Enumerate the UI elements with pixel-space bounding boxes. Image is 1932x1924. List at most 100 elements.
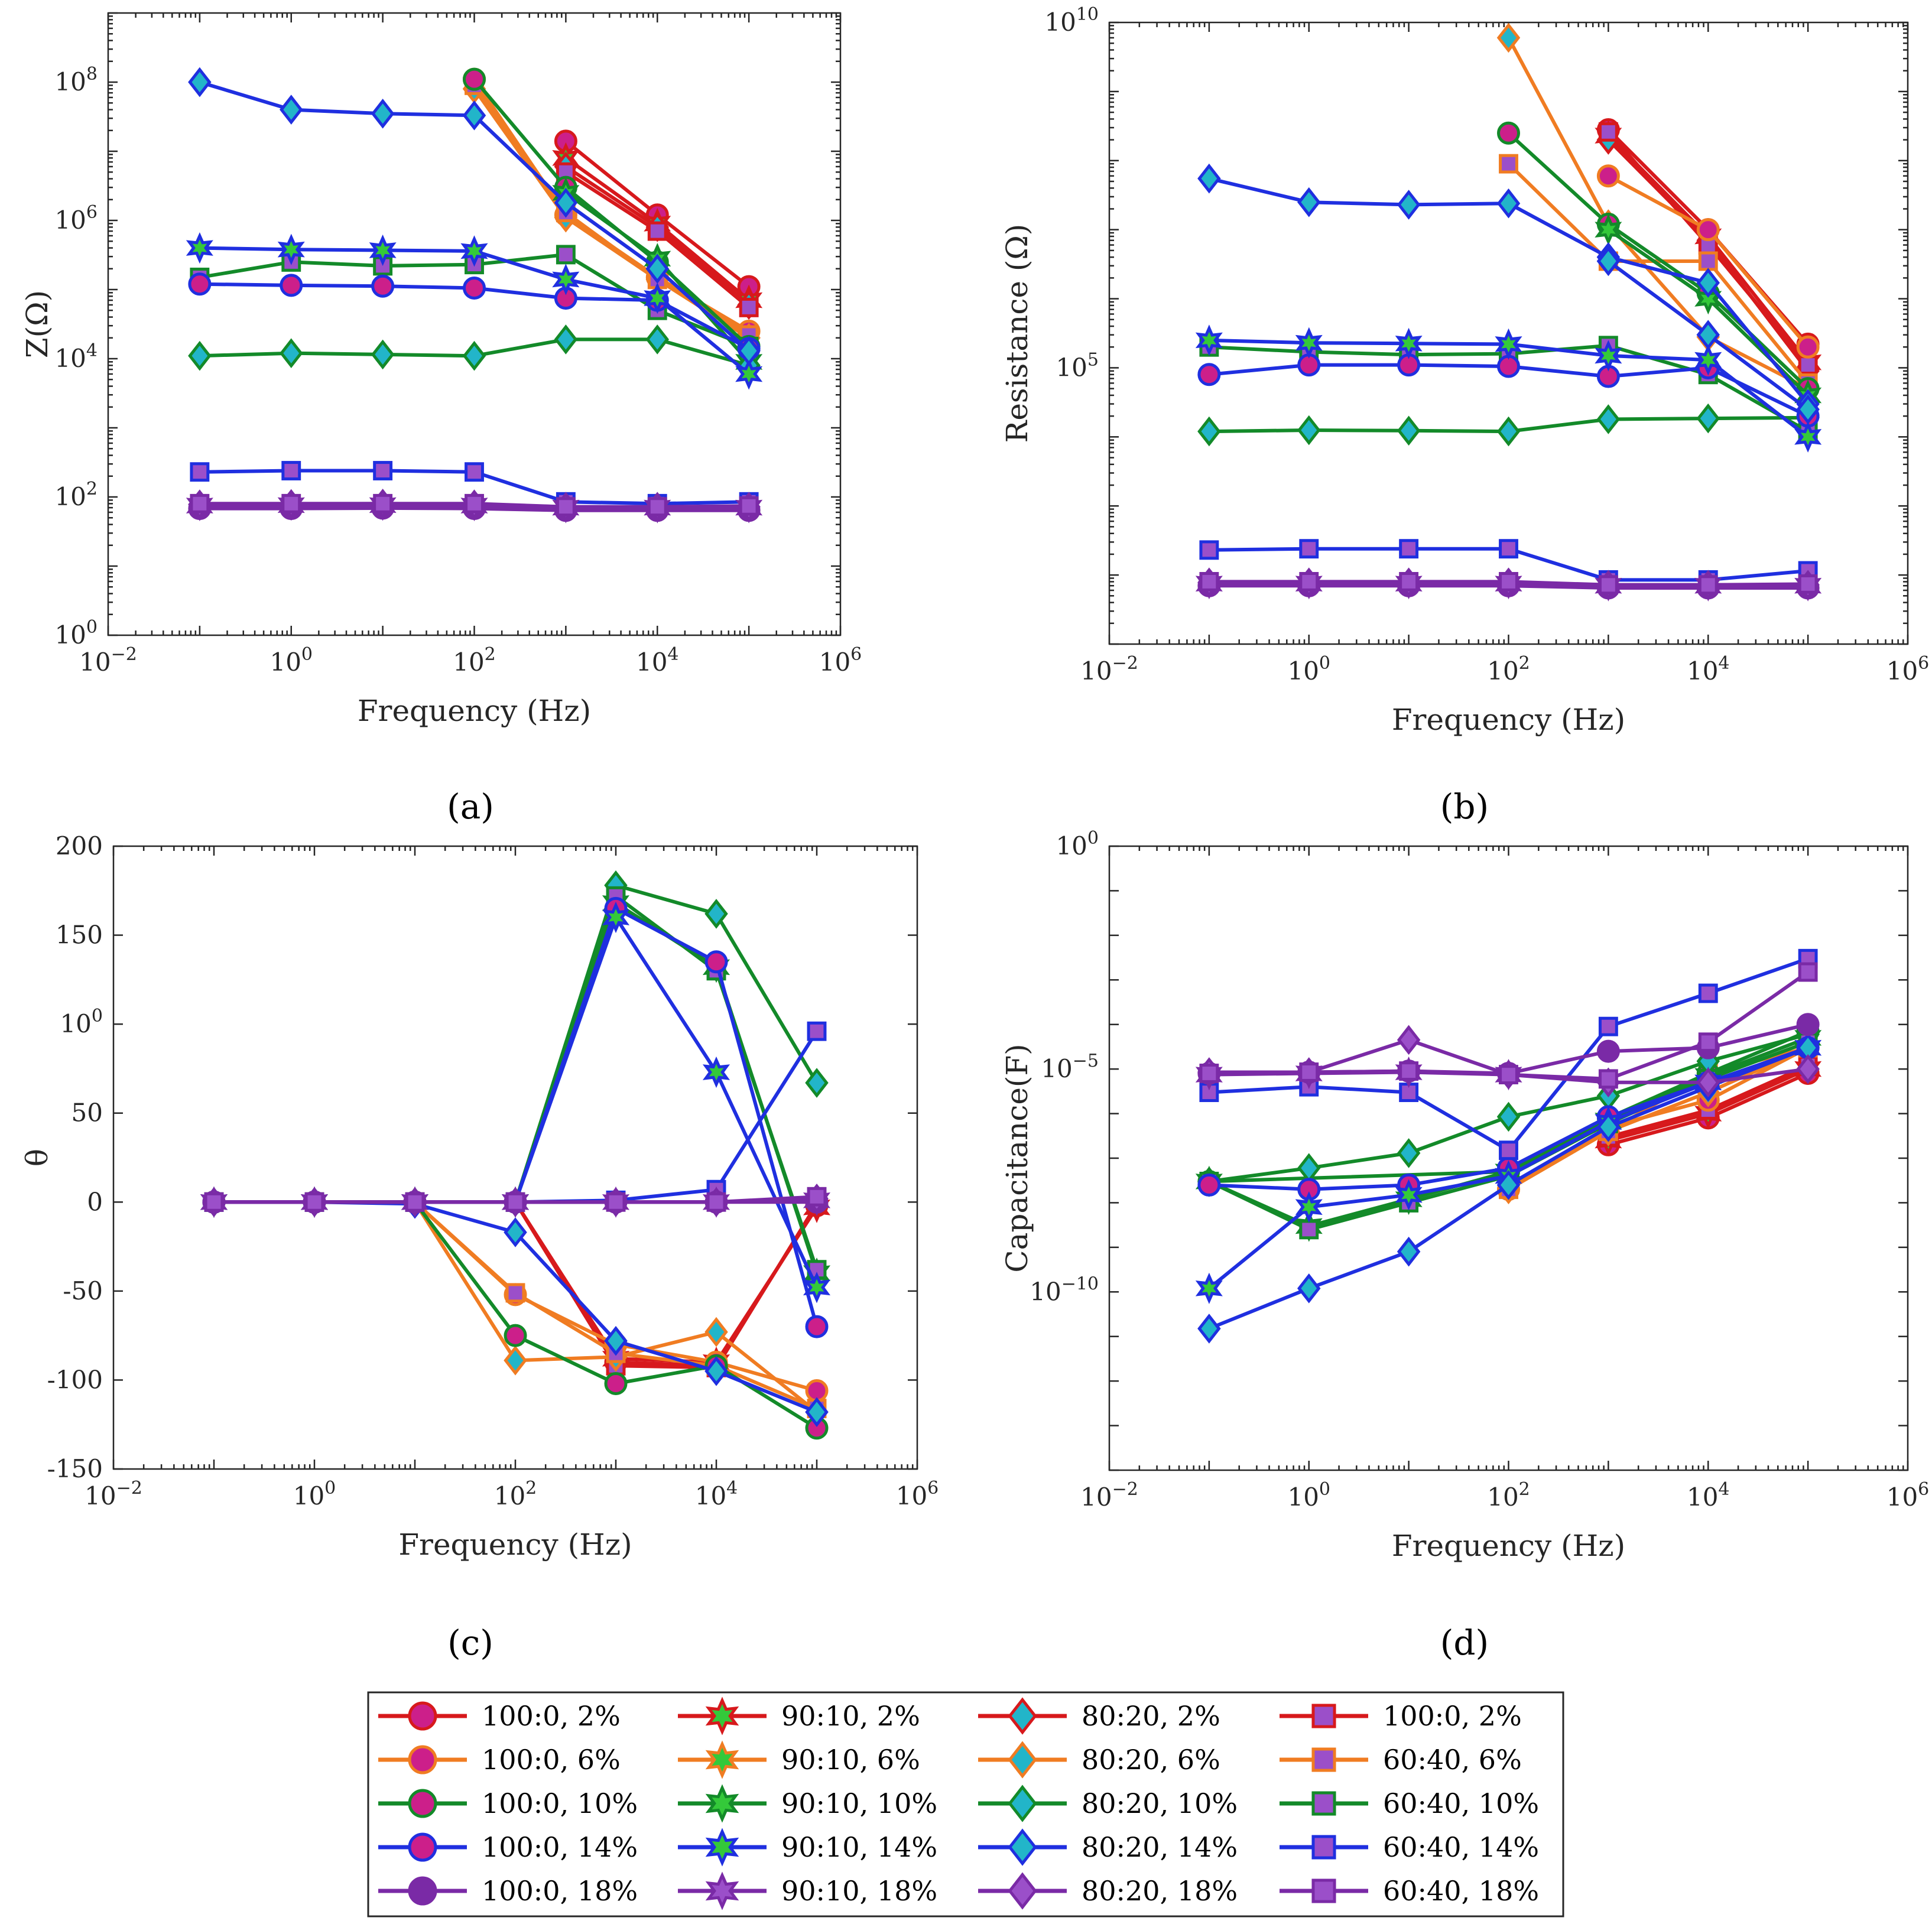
legend-marker <box>705 1696 739 1736</box>
data-point <box>706 1192 726 1212</box>
data-point <box>1397 415 1421 446</box>
caption-b: (b) <box>1440 786 1489 827</box>
series-60-40-18- <box>1199 571 1818 595</box>
x-tick-label: 10−2 <box>79 644 137 677</box>
x-tick-label: 100 <box>269 644 313 677</box>
data-point <box>463 277 486 300</box>
legend-marker <box>1008 1828 1037 1866</box>
data-point <box>1595 214 1622 246</box>
legend-label: 90:10, 14% <box>781 1831 937 1863</box>
data-point <box>1295 1191 1323 1223</box>
data-point <box>1397 1025 1421 1055</box>
series-80-20-6- <box>1496 22 1820 404</box>
y-axis-title: Capacitance(F) <box>1000 1044 1034 1272</box>
x-tick-label: 102 <box>1487 653 1530 685</box>
series-line <box>1507 1046 1809 1191</box>
data-point <box>1299 539 1319 559</box>
data-point <box>1499 539 1518 559</box>
data-point <box>304 1192 324 1212</box>
x-tick-label: 106 <box>819 644 862 677</box>
data-point <box>1496 188 1521 219</box>
y-tick-label: 100 <box>54 617 98 649</box>
legend-marker <box>705 1784 739 1823</box>
data-point <box>1297 1273 1321 1304</box>
x-tick-label: 100 <box>1287 1479 1330 1512</box>
y-tick-label: -50 <box>63 1276 103 1305</box>
data-point <box>190 493 210 514</box>
legend-label: 90:10, 6% <box>781 1744 920 1776</box>
legend-label: 90:10, 2% <box>781 1700 920 1732</box>
y-tick-label: 108 <box>54 64 98 96</box>
y-axis-title: Resistance (Ω) <box>1000 224 1034 443</box>
data-point <box>504 1217 527 1247</box>
series-100-0-6- <box>1596 164 1820 359</box>
series-80-20-14- <box>1197 163 1820 419</box>
series-line <box>1506 37 1809 391</box>
y-tick-label: -150 <box>47 1454 103 1483</box>
y-tick-label: 50 <box>72 1098 103 1127</box>
data-point <box>1696 1067 1720 1098</box>
data-point <box>704 950 728 974</box>
legend-marker <box>1311 1791 1336 1816</box>
x-tick-label: 100 <box>1287 653 1330 685</box>
data-point <box>1297 187 1321 217</box>
data-point <box>462 340 486 371</box>
data-point <box>1499 571 1518 592</box>
x-tick-label: 10−2 <box>1080 653 1138 685</box>
data-point <box>1694 344 1722 376</box>
panel-d-chart: 10−2 100 102 104 106 10−10 10−5 100 Frequency (H… <box>1000 828 1929 1563</box>
y-tick-label: -100 <box>47 1365 103 1394</box>
data-point <box>554 324 578 355</box>
data-point <box>704 1356 728 1386</box>
x-tick-label: 10−2 <box>1080 1479 1138 1512</box>
data-point <box>1397 1236 1421 1267</box>
data-point <box>1596 404 1621 434</box>
legend-label: 60:40, 18% <box>1383 1875 1539 1907</box>
data-point <box>1598 1069 1618 1089</box>
data-point <box>807 1021 827 1041</box>
legend-label: 60:40, 10% <box>1383 1788 1539 1819</box>
legend-label: 80:20, 10% <box>1082 1788 1238 1819</box>
y-tick-label: 10−5 <box>1041 1051 1099 1083</box>
legend-label: 100:0, 2% <box>482 1700 621 1732</box>
data-point <box>281 493 301 514</box>
series-line <box>214 1030 819 1204</box>
data-point <box>371 99 395 129</box>
legend-marker <box>1008 1872 1037 1910</box>
series-60-40-18- <box>190 493 759 517</box>
data-point <box>737 336 761 366</box>
data-point <box>606 1192 626 1212</box>
data-point <box>556 245 576 265</box>
series-90-10-14- <box>186 232 763 390</box>
data-point <box>1598 122 1618 142</box>
data-point <box>645 324 669 355</box>
data-point <box>1796 1054 1820 1084</box>
series-80-20-10- <box>188 324 761 381</box>
legend-label: 100:0, 6% <box>482 1744 621 1776</box>
legend-marker <box>1008 1697 1037 1735</box>
panel-a-chart: 10−2 100 102 104 106100102104106108Frequency… <box>20 12 862 728</box>
series-100-0-14- <box>202 896 829 1338</box>
data-point <box>1299 571 1319 592</box>
caption-c: (c) <box>447 1623 493 1663</box>
series-60-40-18- <box>204 1187 827 1212</box>
data-point <box>1798 962 1818 982</box>
data-point <box>647 497 667 517</box>
legend-marker <box>1311 1747 1336 1772</box>
data-point <box>280 274 303 297</box>
data-point <box>186 232 213 264</box>
data-point <box>280 95 303 125</box>
data-point <box>739 297 759 317</box>
legend-marker <box>408 1789 437 1818</box>
x-tick-label: 102 <box>494 1478 537 1510</box>
data-point <box>505 1283 525 1303</box>
data-point <box>188 67 212 98</box>
data-point <box>1197 163 1221 194</box>
data-point <box>1796 394 1820 425</box>
y-tick-label: 104 <box>54 340 98 373</box>
data-point <box>1195 1272 1223 1304</box>
data-point <box>1496 1170 1521 1200</box>
data-point <box>1596 1112 1621 1142</box>
data-point <box>1698 575 1718 595</box>
